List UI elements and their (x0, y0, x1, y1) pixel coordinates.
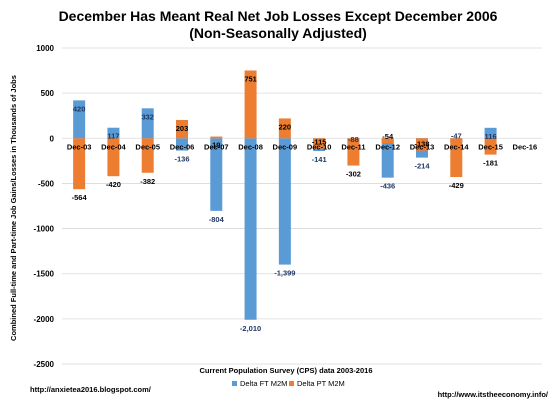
x-axis-title: Current Population Survey (CPS) data 200… (200, 366, 373, 375)
y-tick-label: 0 (50, 134, 55, 143)
data-label-pt: 220 (279, 122, 292, 131)
y-axis-title: Combined Full-time and Part-time Job Gai… (9, 75, 18, 341)
bar-pt (450, 138, 463, 178)
category-label: Dec-04 (101, 142, 126, 151)
y-tick-label: -1500 (34, 270, 55, 279)
category-label: Dec-10 (307, 142, 332, 151)
category-label: Dec-11 (341, 142, 365, 151)
bar-pt (141, 138, 154, 173)
bar-pt (381, 138, 394, 144)
bar-pt (176, 119, 188, 139)
category-label: Dec-15 (478, 142, 503, 151)
bar-ft (141, 108, 154, 139)
data-label-ft: 420 (73, 104, 86, 113)
bar-pt (244, 70, 257, 139)
data-label-pt: -54 (382, 132, 394, 141)
bar-ft (484, 127, 497, 139)
category-label: Dec-13 (410, 142, 435, 151)
data-label-pt: 751 (244, 74, 257, 83)
gridlines (62, 47, 542, 365)
data-label-pt: -420 (106, 180, 121, 189)
footer-left-url: http://anxietea2016.blogspot.com/ (30, 385, 152, 394)
chart-subtitle: (Non-Seasonally Adjusted) (189, 25, 367, 41)
data-label-ft: 332 (141, 112, 154, 121)
bar-pt (313, 138, 326, 149)
category-label: Dec-12 (375, 142, 400, 151)
data-label-pt: -564 (72, 193, 88, 202)
category-label: Dec-16 (513, 142, 538, 151)
category-label: Dec-06 (170, 142, 195, 151)
data-label-ft: -136 (174, 155, 189, 164)
data-label-pt: 19 (212, 141, 220, 150)
y-tick-label: -1000 (34, 225, 55, 234)
data-label-pt: -115 (312, 138, 327, 147)
data-label-ft: -47 (451, 132, 462, 141)
data-label-ft: -214 (414, 162, 430, 171)
bar-ft (381, 138, 394, 178)
bar-ft (176, 138, 188, 151)
data-label-ft: 117 (107, 132, 119, 141)
legend-swatch-ft (232, 381, 237, 386)
data-label-pt: -429 (449, 181, 464, 190)
data-label-ft: 116 (485, 132, 497, 141)
data-label-pt: 203 (176, 124, 189, 133)
bar-pt (347, 138, 360, 166)
bars (73, 70, 497, 320)
bar-pt (107, 138, 120, 177)
legend-swatch-pt (289, 381, 294, 386)
data-label-ft: -141 (312, 155, 327, 164)
data-label-pt: -138 (414, 140, 429, 149)
y-tick-label: -2000 (34, 315, 55, 324)
chart-title: December Has Meant Real Net Job Losses E… (59, 8, 498, 24)
data-labels: 420 -564 117 -420 332 -382 -136 203 -804 19 -2,010… (72, 74, 498, 332)
y-tick-label: -500 (38, 179, 55, 188)
data-label-ft: -2,010 (240, 324, 261, 333)
y-tick-label: 500 (41, 89, 55, 98)
footer-right-url: http://www.itstheeconomy.info/ (438, 390, 549, 399)
category-label: Dec-14 (444, 142, 469, 151)
bar-pt (484, 138, 497, 155)
category-label: Dec-07 (204, 142, 229, 151)
bar-pt (210, 136, 223, 139)
bar-ft (210, 138, 223, 211)
data-label-pt: -181 (483, 159, 498, 168)
data-label-ft: -88 (348, 135, 359, 144)
category-label: Dec-08 (238, 142, 263, 151)
y-tick-label: -2500 (34, 360, 55, 369)
category-label: Dec-05 (135, 142, 160, 151)
bar-ft (107, 127, 120, 139)
bar-pt (416, 138, 428, 151)
data-label-pt: -382 (140, 177, 155, 186)
legend-label-pt: Delta PT M2M (297, 379, 345, 388)
y-axis-ticks: 1000 500 0 -500 -1000 -1500 -2000 -2500 (34, 44, 55, 369)
bar-ft (73, 100, 86, 139)
data-label-ft: -804 (209, 215, 225, 224)
data-label-pt: -302 (346, 170, 361, 179)
data-label-ft: -436 (380, 182, 395, 191)
legend-label-ft: Delta FT M2M (240, 379, 287, 388)
bar-ft (278, 138, 291, 265)
bar-pt (278, 118, 291, 139)
category-label: Dec-03 (67, 142, 92, 151)
category-labels: Dec-03 Dec-04 Dec-05 Dec-06 Dec-07 Dec-08 Dec-… (67, 142, 537, 151)
data-label-ft: -1,399 (274, 269, 295, 278)
legend: Delta FT M2M Delta PT M2M (232, 379, 345, 388)
bar-pt (73, 138, 86, 190)
bar-ft (244, 138, 257, 320)
category-label: Dec-09 (273, 142, 298, 151)
y-tick-label: 1000 (36, 44, 54, 53)
